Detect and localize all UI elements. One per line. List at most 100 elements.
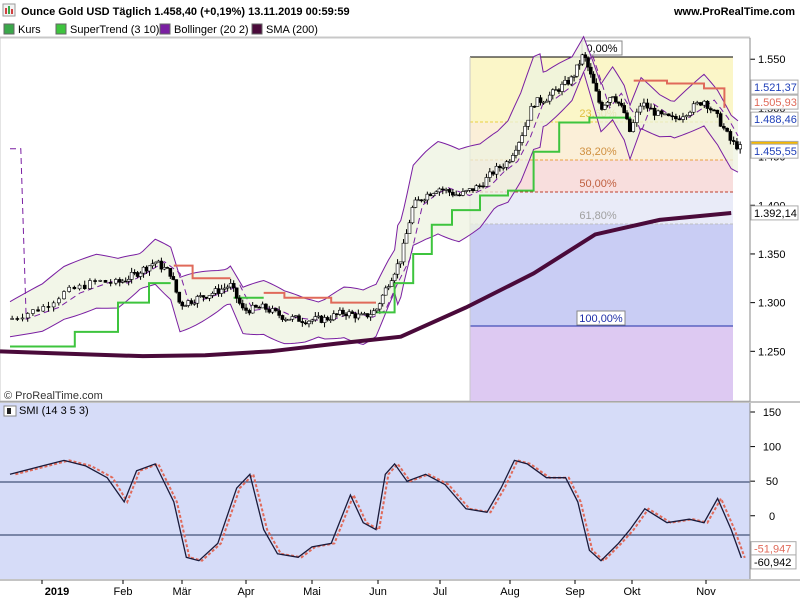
fib-label-50: 50,00% bbox=[579, 178, 617, 190]
candle-body bbox=[491, 171, 495, 175]
candle-body bbox=[201, 295, 206, 298]
candle-body bbox=[177, 291, 182, 303]
candle-body bbox=[625, 112, 629, 120]
candle-body bbox=[31, 309, 35, 314]
candle-body bbox=[523, 126, 527, 137]
candle-body bbox=[698, 102, 703, 106]
candle-body bbox=[150, 263, 155, 267]
candle-body bbox=[392, 273, 397, 281]
candle-body bbox=[588, 66, 593, 75]
candle-body bbox=[467, 188, 472, 191]
candle-body bbox=[270, 308, 275, 313]
candle-body bbox=[240, 303, 245, 309]
candle-body bbox=[108, 282, 113, 284]
candle-body bbox=[575, 64, 579, 77]
candle-body bbox=[141, 266, 146, 274]
candle-body bbox=[583, 54, 588, 58]
candle-body bbox=[267, 309, 272, 313]
candle-body bbox=[656, 110, 660, 116]
smi-tick-label: 0 bbox=[769, 511, 775, 523]
candle-body bbox=[557, 89, 561, 92]
candle-body bbox=[622, 105, 627, 114]
smi-tick-label: 150 bbox=[763, 407, 781, 419]
candle-body bbox=[577, 63, 582, 66]
smi-marker: -60,942 bbox=[750, 554, 797, 570]
smi-pane bbox=[0, 403, 750, 579]
candle-body bbox=[437, 188, 442, 193]
candle-body bbox=[283, 319, 288, 321]
candle-body bbox=[538, 97, 543, 103]
time-label: Jun bbox=[369, 586, 387, 598]
candle-body bbox=[144, 266, 149, 272]
candle-body bbox=[410, 207, 415, 224]
candle-body bbox=[204, 296, 209, 299]
candle-body bbox=[619, 103, 624, 106]
candle-body bbox=[389, 280, 394, 287]
legend-item-3: SMA (200) bbox=[251, 23, 318, 36]
candle-body bbox=[57, 298, 61, 304]
candle-body bbox=[398, 261, 403, 265]
candle-body bbox=[708, 108, 713, 111]
time-label: Aug bbox=[500, 586, 520, 598]
price-marker-label: 1.455,55 bbox=[754, 146, 797, 158]
candle-body bbox=[677, 118, 682, 121]
candle-body bbox=[725, 127, 729, 132]
candle-body bbox=[712, 109, 716, 112]
smi-signal-line bbox=[15, 459, 746, 563]
bollinger-lower bbox=[9, 70, 739, 346]
candle-body bbox=[77, 284, 82, 290]
candle-body bbox=[501, 167, 506, 169]
candle-body bbox=[642, 102, 646, 107]
candle-body bbox=[447, 189, 452, 193]
time-labels: 2019 Feb Mär Apr Mai Jun Jul Aug Sep Okt Nov bbox=[41, 580, 716, 598]
candle-body bbox=[517, 142, 521, 151]
candle-body bbox=[195, 296, 200, 304]
candle-body bbox=[250, 304, 255, 314]
candle-body bbox=[297, 315, 301, 322]
time-label: Mär bbox=[173, 586, 192, 598]
candle-body bbox=[649, 107, 653, 110]
candle-body bbox=[560, 83, 564, 92]
candle-body bbox=[307, 320, 311, 325]
candle-body bbox=[494, 165, 499, 175]
candle-body bbox=[520, 135, 524, 143]
candle-body bbox=[287, 318, 291, 321]
candle-body bbox=[631, 122, 636, 132]
price-tick-label: 1.250 bbox=[758, 346, 786, 358]
candle-body bbox=[481, 185, 485, 188]
candle-body bbox=[688, 111, 692, 116]
candle-body bbox=[422, 199, 427, 202]
candle-body bbox=[608, 97, 613, 103]
candle-body bbox=[228, 283, 233, 288]
fib-label-38: 38,20% bbox=[579, 146, 617, 158]
candle-body bbox=[638, 105, 643, 113]
candle-body bbox=[605, 102, 610, 106]
supertrend-segment bbox=[263, 291, 376, 304]
candle-body bbox=[120, 280, 125, 283]
legend-label: Bollinger (20 2) bbox=[174, 24, 249, 36]
legend-label: SuperTrend (3 10) bbox=[70, 24, 159, 36]
candle-body bbox=[474, 185, 479, 192]
candle-body bbox=[602, 104, 607, 110]
candle-body bbox=[645, 102, 650, 109]
candle-body bbox=[244, 307, 248, 311]
candle-body bbox=[72, 286, 77, 290]
candle-body bbox=[316, 315, 321, 318]
candle-body bbox=[477, 185, 482, 188]
candle-body bbox=[313, 316, 318, 321]
smi-legend: SMI (14 3 5 3) bbox=[3, 405, 89, 417]
candle-body bbox=[231, 283, 236, 289]
candle-body bbox=[129, 272, 134, 280]
candle-body bbox=[132, 272, 137, 274]
legend-item-2: Bollinger (20 2) bbox=[159, 23, 249, 36]
candle-body bbox=[404, 233, 409, 244]
candle-body bbox=[541, 101, 546, 104]
price-marker-label: 1.505,93 bbox=[754, 97, 797, 109]
price-marker-label: 1.488,46 bbox=[754, 114, 797, 126]
price-marker: 1.505,93 bbox=[750, 94, 799, 110]
candle-body bbox=[550, 89, 555, 96]
price-marker-label: 1.521,37 bbox=[754, 82, 797, 94]
candle-body bbox=[535, 97, 540, 107]
candle-body bbox=[103, 280, 108, 283]
candle-body bbox=[293, 315, 298, 318]
